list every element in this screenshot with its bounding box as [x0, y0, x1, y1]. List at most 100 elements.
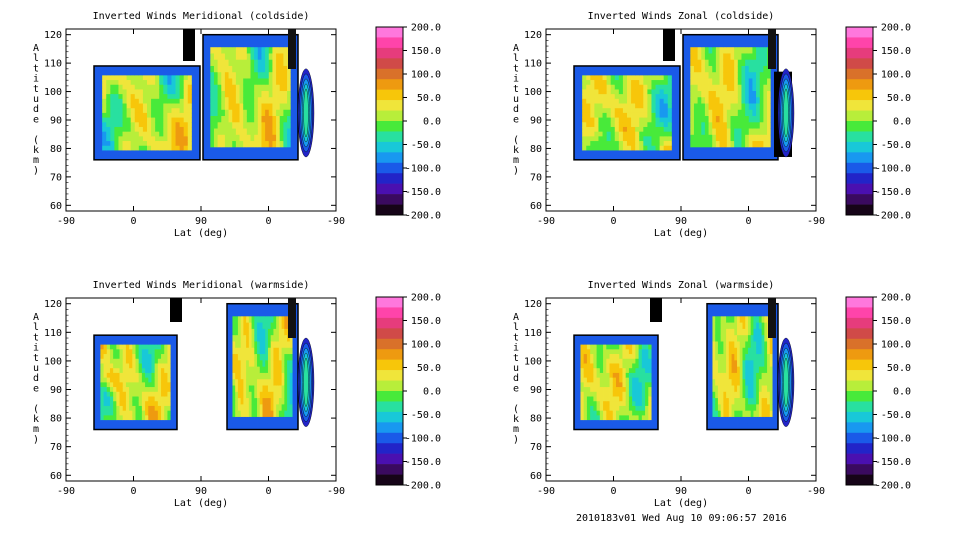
field-cell — [290, 122, 295, 129]
field-cell — [622, 339, 627, 346]
field-cell — [109, 372, 114, 379]
field-cell — [580, 349, 585, 355]
field-cell — [648, 368, 652, 374]
field-cell — [745, 53, 750, 61]
colorbar: 200.0150.0100.050.00.0-50.0-100.0-150.0-… — [375, 293, 441, 492]
y-tick-label: 80 — [530, 144, 542, 155]
field-cell — [163, 98, 168, 104]
field-cell — [246, 328, 250, 336]
field-cell — [647, 117, 652, 123]
field-cell — [772, 372, 776, 380]
field-cell — [715, 65, 720, 73]
field-cell — [141, 344, 146, 350]
field-cell — [712, 366, 716, 374]
field-cell — [730, 147, 735, 154]
field-cell — [737, 116, 742, 123]
field-cell — [292, 354, 296, 361]
field-cell — [639, 103, 644, 109]
field-cell — [577, 410, 581, 416]
field-cell — [638, 405, 643, 412]
field-cell — [283, 40, 288, 48]
field-cell — [726, 84, 731, 92]
field-cell — [734, 109, 739, 117]
field-cell — [287, 134, 292, 142]
field-cell — [262, 354, 266, 361]
field-cell — [114, 136, 119, 142]
field-cell — [737, 423, 741, 430]
colorbar-swatch — [376, 401, 403, 413]
field-cell — [287, 103, 292, 111]
field-cell — [100, 391, 104, 397]
field-cell — [122, 396, 127, 402]
field-cell — [594, 70, 599, 76]
field-cell — [154, 391, 159, 397]
field-cell — [122, 150, 128, 156]
field-cell — [574, 382, 578, 388]
field-cell — [221, 134, 226, 142]
field-cell — [667, 112, 673, 118]
colorbar-label: 100.0 — [881, 70, 911, 81]
field-cell — [221, 40, 226, 48]
field-cell — [635, 335, 640, 341]
field-cell — [697, 34, 702, 42]
field-cell — [709, 310, 713, 317]
field-cell — [734, 122, 739, 129]
field-cell — [262, 366, 266, 374]
field-cell — [772, 385, 776, 393]
field-cell — [268, 103, 273, 111]
field-cell — [651, 396, 656, 402]
field-cell — [262, 360, 266, 368]
field-cell — [764, 316, 768, 323]
field-cell — [267, 391, 272, 399]
field-cell — [257, 122, 262, 129]
field-cell — [747, 303, 752, 311]
field-cell — [206, 40, 211, 48]
field-cell — [671, 65, 677, 72]
field-cell — [183, 150, 189, 156]
field-cell — [262, 372, 266, 380]
field-cell — [619, 382, 623, 388]
field-outline — [93, 334, 178, 431]
field-cell — [109, 344, 114, 350]
field-cell — [173, 396, 178, 402]
field-cell — [265, 103, 270, 111]
field-cell — [240, 347, 244, 355]
field-cell — [598, 117, 603, 123]
field-cell — [741, 97, 746, 104]
field-cell — [651, 94, 656, 100]
colorbar-swatch — [376, 464, 403, 475]
field-cell — [577, 405, 581, 412]
field-cell — [580, 401, 585, 407]
field-cell — [582, 131, 587, 137]
field-cell — [290, 84, 295, 92]
field-cell — [251, 316, 255, 323]
field-cell — [578, 89, 583, 95]
field-cell — [159, 155, 164, 161]
field-cell — [179, 145, 185, 151]
field-cell — [227, 391, 231, 399]
field-cell — [210, 90, 215, 98]
field-cell — [737, 40, 742, 48]
field-cell — [94, 387, 98, 393]
field-cell — [593, 391, 598, 397]
field-cell — [175, 136, 181, 142]
field-cell — [635, 112, 640, 118]
field-cell — [717, 366, 722, 374]
field-cell — [683, 103, 688, 111]
field-cell — [163, 70, 168, 76]
field-cell — [270, 372, 274, 380]
field-cell — [645, 377, 649, 383]
field-cell — [667, 98, 673, 104]
field-cell — [686, 65, 691, 73]
field-cell — [574, 391, 578, 397]
field-cell — [138, 70, 144, 76]
field-cell — [745, 116, 750, 123]
field-cell — [775, 410, 779, 418]
field-cell — [734, 341, 738, 349]
field-cell — [618, 131, 624, 137]
field-cell — [603, 354, 607, 360]
field-cell — [654, 368, 659, 374]
colorbar-swatch — [376, 110, 403, 122]
field-cell — [113, 405, 117, 412]
field-cell — [151, 382, 156, 388]
